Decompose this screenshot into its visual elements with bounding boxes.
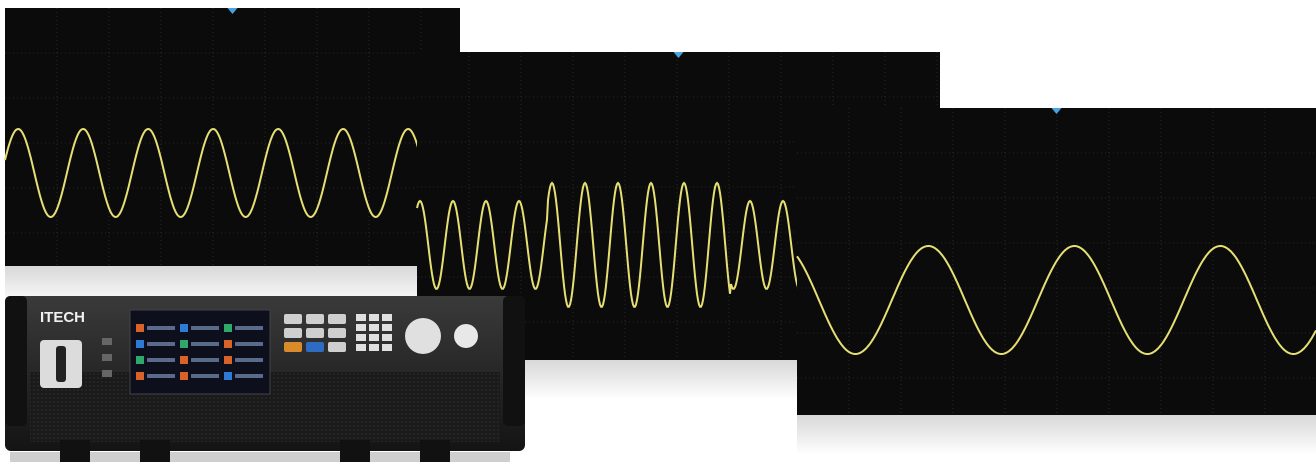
display-cell [224, 324, 232, 332]
key [328, 314, 346, 324]
key [284, 314, 302, 324]
key [369, 334, 379, 341]
key [356, 334, 366, 341]
key [382, 344, 392, 351]
display-cell [224, 372, 232, 380]
button [102, 370, 112, 377]
panel-background [5, 8, 460, 266]
display-value [235, 326, 263, 330]
button [102, 338, 112, 345]
key [356, 314, 366, 321]
display-cell [180, 340, 188, 348]
display [129, 309, 271, 395]
key [306, 314, 324, 324]
display-value [147, 358, 175, 362]
key [369, 344, 379, 351]
waveform [4, 127, 461, 219]
floor-shadow [10, 452, 510, 462]
display-value [191, 374, 219, 378]
button [102, 354, 112, 361]
foot [140, 440, 170, 462]
display-value [235, 342, 263, 346]
display-value [191, 342, 219, 346]
display-cell [136, 372, 144, 380]
display-cell [180, 356, 188, 364]
display-cell [136, 340, 144, 348]
key [284, 342, 302, 352]
key [284, 328, 302, 338]
knob [454, 324, 478, 348]
waveform [796, 245, 1316, 355]
display-value [147, 342, 175, 346]
left-handle [5, 296, 27, 426]
display-cell [180, 372, 188, 380]
key [328, 342, 346, 352]
display-cell [224, 356, 232, 364]
display-cell [136, 324, 144, 332]
trigger-marker [1051, 108, 1062, 114]
key [356, 324, 366, 331]
scope-panel [4, 8, 461, 306]
key [306, 342, 324, 352]
key [382, 334, 392, 341]
right-handle [503, 296, 525, 426]
display-value [191, 358, 219, 362]
panel-shadow [797, 415, 1316, 455]
scope-panel [796, 108, 1316, 455]
display-value [191, 326, 219, 330]
display-cell [180, 324, 188, 332]
brand-logo: ITECH [40, 309, 85, 326]
foot [340, 440, 370, 462]
foot [60, 440, 90, 462]
trigger-marker [673, 52, 684, 58]
key [328, 328, 346, 338]
nav-pad [405, 318, 441, 354]
key [382, 314, 392, 321]
instrument: ITECH [5, 296, 525, 462]
switch-knob [56, 346, 66, 382]
foot [420, 440, 450, 462]
keypad [284, 314, 441, 354]
display-value [235, 358, 263, 362]
display-cell [136, 356, 144, 364]
display-value [235, 374, 263, 378]
trigger-marker [227, 8, 238, 14]
display-value [147, 326, 175, 330]
key [369, 314, 379, 321]
key [369, 324, 379, 331]
key [356, 344, 366, 351]
display-value [147, 374, 175, 378]
display-content [136, 324, 263, 380]
key [306, 328, 324, 338]
key [382, 324, 392, 331]
display-cell [224, 340, 232, 348]
